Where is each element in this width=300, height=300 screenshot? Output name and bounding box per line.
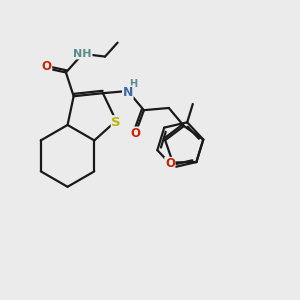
Text: N: N: [123, 86, 133, 99]
Text: O: O: [42, 60, 52, 73]
Text: O: O: [130, 127, 140, 140]
Text: NH: NH: [74, 49, 92, 59]
Text: S: S: [111, 116, 121, 129]
Text: O: O: [165, 158, 175, 170]
Text: H: H: [129, 79, 137, 88]
